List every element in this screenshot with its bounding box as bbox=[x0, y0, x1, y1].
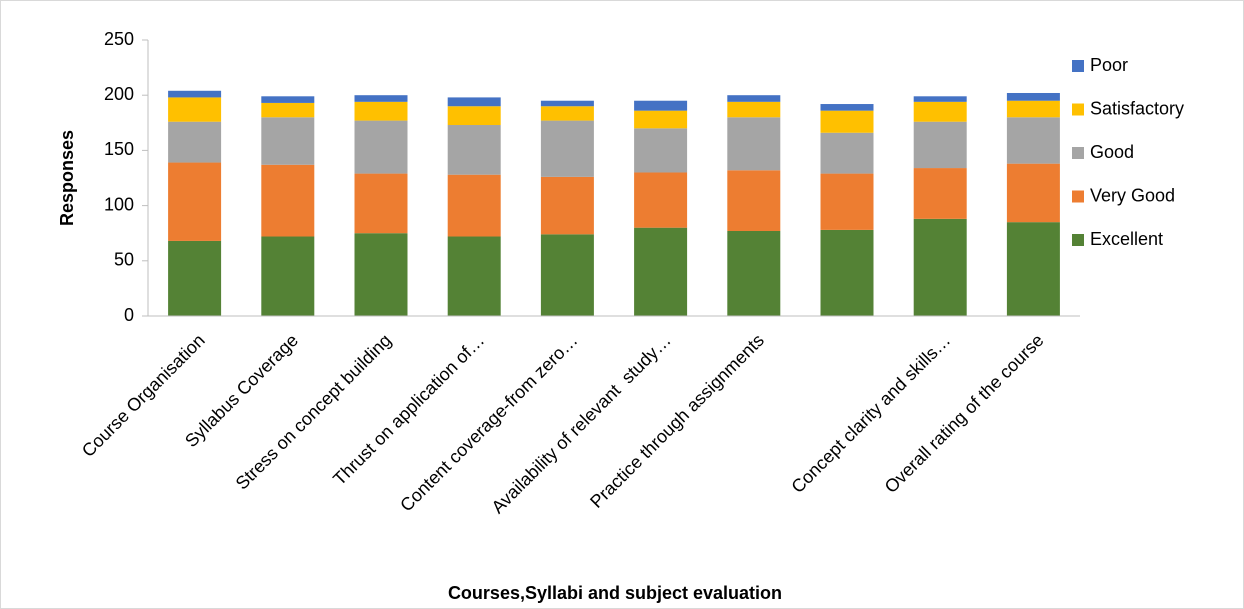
bar-segment bbox=[1006, 222, 1060, 316]
bar-segment bbox=[1006, 100, 1060, 118]
bar-segment bbox=[634, 128, 688, 173]
bar-segment bbox=[168, 97, 222, 122]
y-tick-label: 150 bbox=[104, 139, 134, 159]
legend-label: Excellent bbox=[1090, 229, 1163, 249]
bar-segment bbox=[727, 170, 781, 231]
bar-segment bbox=[447, 174, 501, 237]
bar-segment bbox=[1006, 92, 1060, 101]
y-tick-label: 200 bbox=[104, 84, 134, 104]
bar-segment bbox=[913, 218, 967, 316]
bar-segment bbox=[261, 102, 315, 118]
bar-segment bbox=[913, 96, 967, 102]
bar-segment bbox=[261, 164, 315, 237]
bar-segment bbox=[354, 95, 408, 102]
bar-segment bbox=[540, 100, 594, 107]
bar-segment bbox=[540, 106, 594, 121]
bar-segment bbox=[913, 101, 967, 122]
bar-segment bbox=[727, 117, 781, 171]
bar-segment bbox=[634, 227, 688, 316]
bar-segment bbox=[447, 106, 501, 126]
bar-segment bbox=[634, 110, 688, 129]
bar-segment bbox=[1006, 163, 1060, 223]
y-tick-label: 100 bbox=[104, 194, 134, 214]
bar-segment bbox=[354, 101, 408, 121]
bar-segment bbox=[261, 236, 315, 316]
bar-segment bbox=[540, 176, 594, 235]
bar-segment bbox=[727, 101, 781, 118]
legend-swatch bbox=[1072, 147, 1084, 159]
bar-segment bbox=[820, 110, 874, 133]
legend-swatch bbox=[1072, 234, 1084, 246]
legend-label: Satisfactory bbox=[1090, 98, 1184, 118]
bar-segment bbox=[447, 125, 501, 175]
bar-segment bbox=[727, 230, 781, 316]
y-tick-label: 50 bbox=[114, 250, 134, 270]
bar-segment bbox=[447, 97, 501, 107]
bar-segment bbox=[261, 117, 315, 165]
bar-segment bbox=[354, 173, 408, 234]
legend-label: Very Good bbox=[1090, 185, 1175, 205]
legend-label: Good bbox=[1090, 142, 1134, 162]
bar-segment bbox=[540, 120, 594, 177]
bar-segment bbox=[168, 121, 222, 163]
legend-swatch bbox=[1072, 60, 1084, 72]
bar-segment bbox=[168, 90, 222, 98]
bar-segment bbox=[820, 173, 874, 230]
bar-segment bbox=[634, 172, 688, 228]
bar-segment bbox=[1006, 117, 1060, 164]
legend-swatch bbox=[1072, 190, 1084, 203]
x-axis-title: Courses,Syllabi and subject evaluation bbox=[448, 583, 782, 603]
bar-segment bbox=[820, 104, 874, 111]
legend-swatch bbox=[1072, 103, 1084, 116]
y-tick-label: 250 bbox=[104, 29, 134, 49]
bar-segment bbox=[168, 240, 222, 316]
bar-segment bbox=[447, 236, 501, 316]
bar-segment bbox=[820, 229, 874, 316]
bar-segment bbox=[354, 233, 408, 316]
y-tick-label: 0 bbox=[124, 305, 134, 325]
bar-segment bbox=[168, 162, 222, 241]
bar-segment bbox=[820, 132, 874, 174]
legend-label: Poor bbox=[1090, 55, 1128, 75]
bar-segment bbox=[634, 100, 688, 111]
bar-segment bbox=[727, 95, 781, 102]
bar-segment bbox=[540, 234, 594, 316]
y-axis-title: Responses bbox=[57, 130, 77, 226]
bar-segment bbox=[261, 96, 315, 103]
bar-segment bbox=[354, 120, 408, 174]
bar-segment bbox=[913, 168, 967, 219]
bar-segment bbox=[913, 121, 967, 169]
